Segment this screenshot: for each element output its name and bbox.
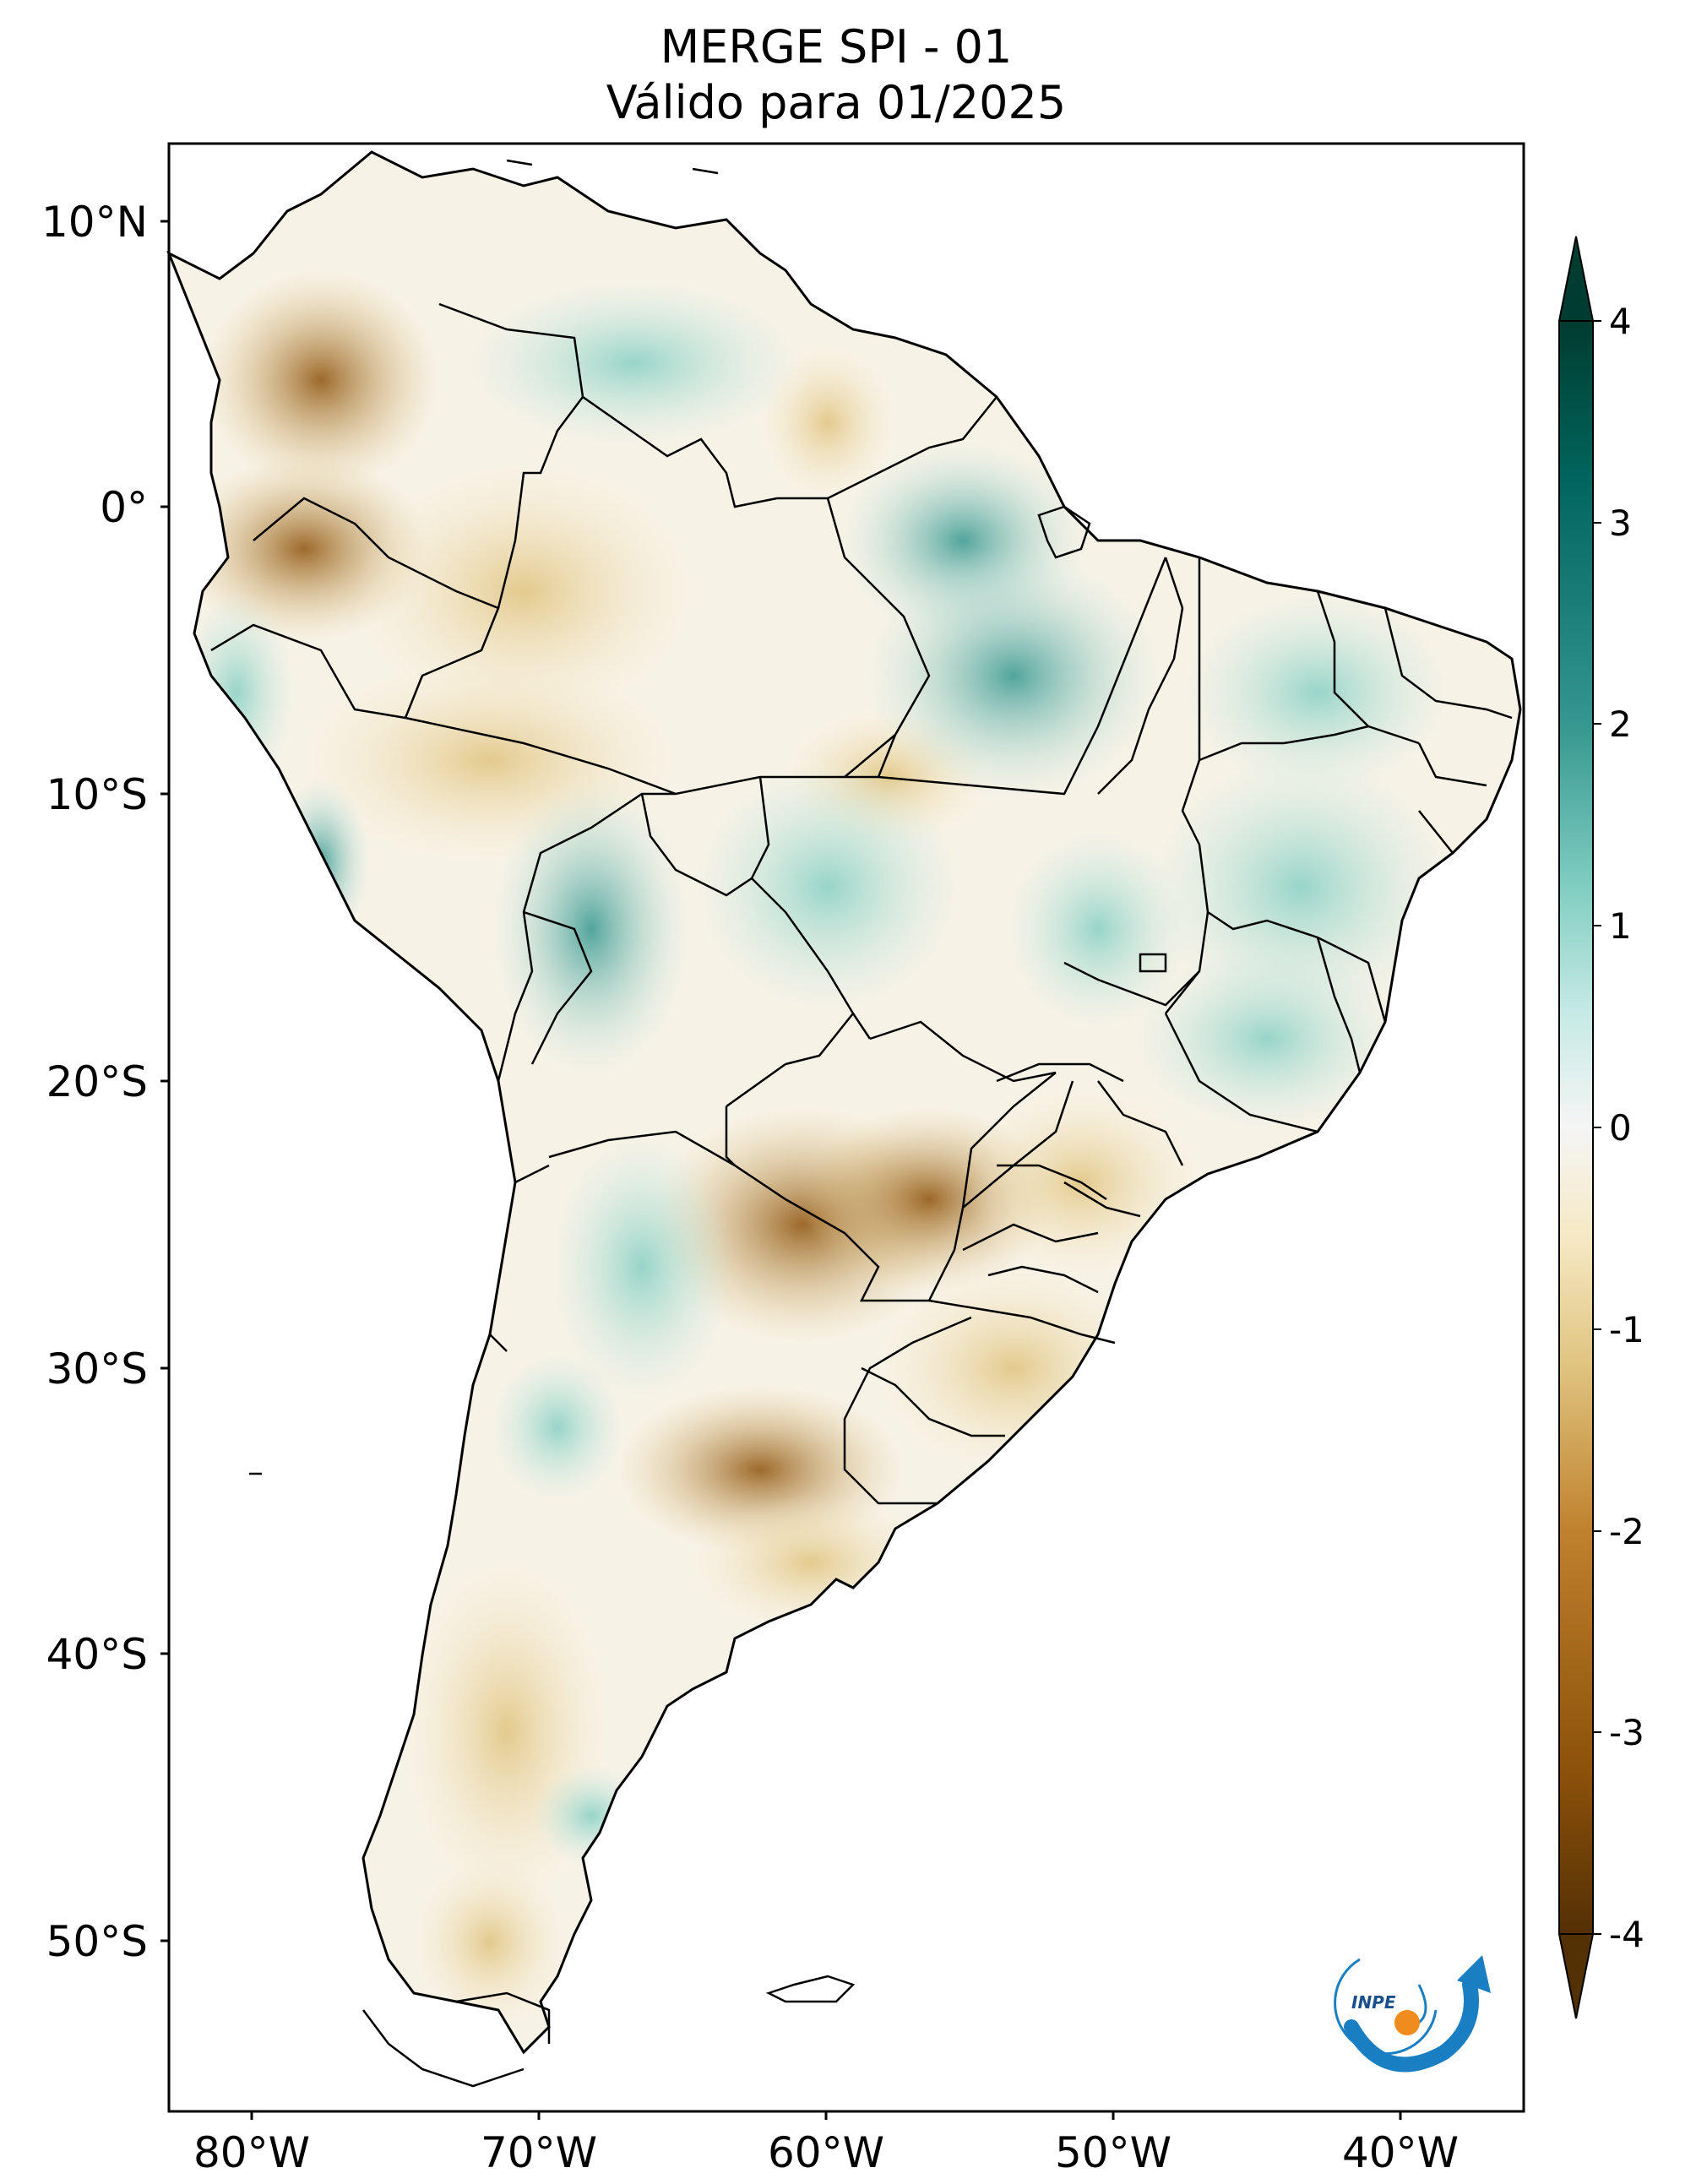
- colorbar: 4 3 2 1 0 -1 -2 -3 -4: [1557, 236, 1644, 2019]
- lat-labels: 10°N 0° 10°S 20°S 30°S 40°S 50°S: [41, 198, 148, 1966]
- colorbar-max-extension: [1557, 236, 1595, 322]
- map-subtitle: Válido para 01/2025: [606, 76, 1067, 129]
- colorbar-label-2: 2: [1609, 704, 1632, 745]
- lon-label-50w: 50°W: [1055, 2128, 1171, 2177]
- islands: [249, 159, 1091, 2088]
- lon-label-40w: 40°W: [1342, 2128, 1459, 2177]
- colorbar-label-4: 4: [1609, 301, 1632, 342]
- inpe-logo-text: INPE: [1351, 1992, 1396, 2013]
- lon-labels: 80°W 70°W 60°W 50°W 40°W: [193, 2128, 1459, 2177]
- lat-label-20s: 20°S: [46, 1057, 148, 1106]
- lat-label-40s: 40°S: [46, 1630, 148, 1679]
- lat-label-0: 0°: [100, 483, 148, 532]
- inpe-logo: INPE: [1334, 1955, 1491, 2073]
- lat-label-30s: 30°S: [46, 1345, 148, 1394]
- colorbar-label-neg1: -1: [1609, 1309, 1644, 1350]
- colorbar-label-0: 0: [1609, 1107, 1632, 1149]
- colorbar-min-extension: [1557, 1933, 1595, 2019]
- sun-icon: [1394, 2010, 1420, 2035]
- colorbar-label-1: 1: [1609, 905, 1632, 947]
- colorbar-gradient: [1559, 321, 1593, 1934]
- lon-label-70w: 70°W: [481, 2128, 597, 2177]
- lon-label-80w: 80°W: [193, 2128, 310, 2177]
- lon-label-60w: 60°W: [768, 2128, 884, 2177]
- lat-ticks: [160, 220, 169, 1942]
- lat-label-10s: 10°S: [46, 770, 148, 819]
- lat-label-50s: 50°S: [46, 1917, 148, 1966]
- colorbar-label-neg2: -2: [1609, 1511, 1644, 1552]
- colorbar-label-neg3: -3: [1609, 1712, 1644, 1753]
- country-borders: [210, 302, 1513, 2044]
- map-title: MERGE SPI - 01: [660, 20, 1013, 73]
- lon-ticks: [250, 2111, 1402, 2120]
- lat-label-10n: 10°N: [41, 198, 148, 247]
- colorbar-label-3: 3: [1609, 503, 1632, 544]
- continent-outline: [166, 150, 1522, 2055]
- colorbar-label-neg4: -4: [1609, 1914, 1644, 1955]
